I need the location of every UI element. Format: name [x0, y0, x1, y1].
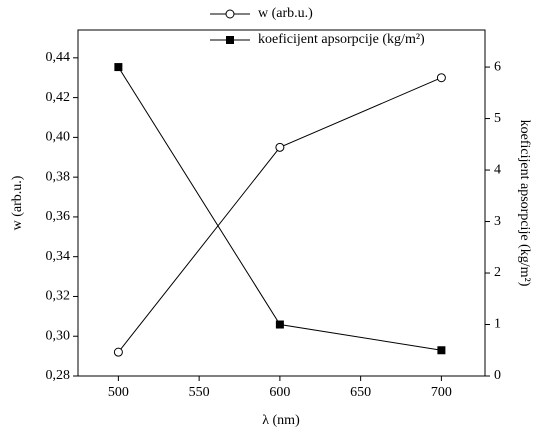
y-tick-label: 0,30 [46, 328, 71, 343]
marker [436, 73, 446, 83]
x-tick-label: 650 [350, 385, 371, 400]
y-tick-label: 0,40 [46, 130, 71, 145]
y2-axis-label: koeficijent apsorpcije (kg/m²) [517, 120, 532, 287]
marker [275, 320, 284, 329]
y-tick-label: 0,44 [46, 50, 71, 65]
y2-tick-label: 6 [494, 59, 501, 74]
y-tick-label: 0,28 [46, 368, 71, 383]
y2-tick-label: 5 [494, 111, 501, 126]
y-tick-label: 0,38 [46, 169, 71, 184]
marker [113, 347, 123, 357]
y-tick-label: 0,42 [46, 90, 71, 105]
x-tick-label: 600 [269, 385, 290, 400]
marker [114, 63, 123, 72]
y2-tick-label: 1 [494, 317, 501, 332]
x-tick-label: 500 [108, 385, 129, 400]
y-tick-label: 0,32 [46, 289, 71, 304]
y-tick-label: 0,36 [46, 209, 71, 224]
y2-tick-label: 0 [494, 368, 501, 383]
legend-label: w (arb.u.) [258, 6, 313, 21]
legend-label: koeficijent apsorpcije (kg/m²) [258, 32, 425, 47]
y-axis-label: w (arb.u.) [10, 175, 25, 230]
marker [275, 142, 285, 152]
x-tick-label: 700 [431, 385, 452, 400]
series-line [117, 66, 442, 351]
y-tick-label: 0,34 [46, 249, 71, 264]
y2-tick-label: 2 [494, 265, 501, 280]
legend-marker [225, 9, 235, 19]
y2-tick-label: 4 [494, 162, 501, 177]
x-axis-label: λ (nm) [262, 413, 300, 428]
y2-tick-label: 3 [494, 214, 501, 229]
marker [437, 346, 446, 355]
plot-frame [77, 29, 486, 377]
x-tick-label: 550 [189, 385, 210, 400]
series-line [117, 77, 442, 353]
legend-marker [226, 36, 234, 44]
